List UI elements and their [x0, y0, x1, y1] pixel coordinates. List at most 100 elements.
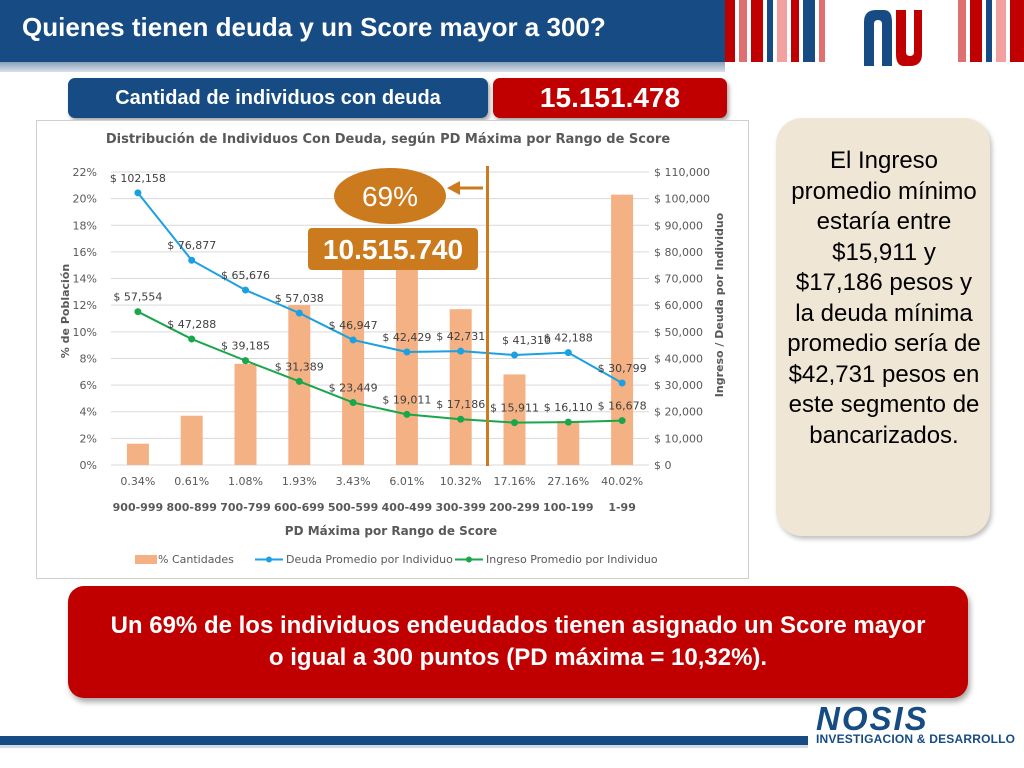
y-tick-label: 4%: [80, 406, 97, 419]
y-tick-label: 16%: [73, 246, 97, 259]
x-tick-category-label: 500-599: [328, 501, 379, 514]
count-callout-bg: [308, 228, 478, 270]
data-label: $ 30,799: [598, 362, 647, 375]
x-tick-category-label: 800-899: [166, 501, 217, 514]
x-tick-category-label: 1-99: [608, 501, 636, 514]
y2-tick-label: $ 50,000: [654, 326, 703, 339]
chart-legend: % Cantidades Deuda Promedio por Individu…: [135, 553, 658, 566]
series-point: [511, 419, 518, 427]
bar: [180, 415, 203, 465]
bar: [395, 250, 418, 465]
x-tick-pd-label: 40.02%: [601, 475, 643, 488]
data-label: $ 41,310: [502, 334, 551, 347]
x-tick-category-label: 700-799: [220, 501, 271, 514]
footer-bar: [0, 736, 808, 745]
count-callout: 10.515.740: [323, 234, 463, 265]
bar: [449, 309, 472, 465]
distribution-chart: Distribución de Individuos Con Deuda, se…: [59, 132, 726, 566]
series-point: [134, 308, 142, 316]
y2-tick-label: $ 30,000: [654, 379, 703, 392]
bar: [234, 363, 257, 465]
y2-tick-label: $ 70,000: [654, 273, 703, 286]
legend-marker-income: [466, 556, 472, 563]
data-label: $ 23,449: [329, 382, 378, 395]
y-tick-label: 14%: [73, 273, 97, 286]
data-label: $ 16,110: [544, 401, 593, 414]
x-tick-pd-label: 10.32%: [440, 475, 482, 488]
footer-line: [0, 745, 808, 748]
nosis-tagline: INVESTIGACION & DESARROLLO: [816, 732, 1016, 746]
y-tick-label: 10%: [73, 326, 97, 339]
conclusion-text: Un 69% de los individuos endeudados tien…: [110, 612, 926, 671]
brand-logo-icon: [864, 10, 922, 66]
series-point: [564, 418, 572, 426]
data-label: $ 42,731: [436, 330, 485, 343]
series-point: [295, 377, 303, 385]
y-tick-label: 18%: [73, 219, 97, 232]
bar: [126, 443, 149, 465]
legend-label-debt: Deuda Promedio por Individuo: [286, 553, 453, 566]
insight-note-text: El Ingreso promedio mínimo estaría entre…: [787, 147, 981, 449]
data-label: $ 42,188: [544, 332, 593, 345]
data-label: $ 17,186: [436, 398, 485, 411]
x-tick-pd-label: 17.16%: [494, 475, 536, 488]
x-tick-pd-label: 1.08%: [228, 475, 263, 488]
y2-tick-label: $ 100,000: [654, 193, 710, 206]
y2-tick-label: $ 20,000: [654, 406, 703, 419]
data-label: $ 31,389: [275, 360, 324, 373]
percent-callout-bg: [334, 168, 446, 224]
x-tick-category-label: 900-999: [113, 501, 164, 514]
bar: [557, 421, 580, 465]
x-tick-category-label: 100-199: [543, 501, 594, 514]
data-label: $ 46,947: [329, 319, 378, 332]
series-point: [618, 379, 626, 387]
series-point: [134, 189, 142, 197]
decorative-stripes: [725, 0, 825, 62]
series-point: [242, 286, 249, 294]
y2-tick-label: $ 110,000: [654, 166, 710, 179]
x-tick-category-label: 400-499: [382, 501, 433, 514]
y-tick-label: 6%: [80, 379, 97, 392]
y-tick-label: 2%: [80, 432, 97, 445]
data-label: $ 15,911: [490, 402, 539, 415]
insight-note-box: [776, 118, 990, 536]
series-point: [403, 348, 411, 356]
data-label: $ 76,877: [167, 239, 216, 252]
title-bar-shadow: [0, 62, 725, 72]
x-tick-pd-label: 1.93%: [282, 475, 317, 488]
bar: [611, 194, 634, 465]
x-tick-pd-label: 6.01%: [389, 475, 424, 488]
y2-tick-label: $ 10,000: [654, 432, 703, 445]
y-tick-label: 20%: [73, 193, 97, 206]
x-tick-pd-label: 0.61%: [174, 475, 209, 488]
legend-marker-debt: [266, 556, 272, 563]
conclusion-banner: Un 69% de los individuos endeudados tien…: [68, 586, 968, 698]
data-label: $ 47,288: [167, 318, 216, 331]
percent-callout: 69%: [362, 181, 418, 212]
bar: [342, 267, 365, 465]
y-tick-label: 12%: [73, 299, 97, 312]
series-point: [188, 256, 196, 264]
data-label: $ 16,678: [598, 400, 647, 413]
x-tick-pd-label: 3.43%: [336, 475, 371, 488]
x-tick-pd-label: 27.16%: [547, 475, 589, 488]
series-point: [242, 357, 249, 365]
series-point: [457, 347, 465, 355]
decorative-stripes-right: [958, 0, 1024, 62]
debtors-count: 15.151.478: [493, 78, 727, 118]
series-point: [457, 415, 465, 423]
series-line: [137, 310, 623, 424]
data-label: $ 57,038: [275, 292, 324, 305]
y-axis-label: % de Población: [59, 264, 72, 358]
bar: [288, 305, 311, 465]
series-point: [511, 351, 518, 359]
y2-tick-label: $ 80,000: [654, 246, 703, 259]
series-point: [349, 399, 357, 407]
callout-arrow-head: [447, 181, 460, 195]
legend-label-bars: % Cantidades: [158, 553, 234, 566]
y-tick-label: 8%: [80, 352, 97, 365]
series-point: [188, 335, 196, 343]
x-tick-category-label: 200-299: [489, 501, 540, 514]
x-tick-pd-label: 0.34%: [120, 475, 155, 488]
